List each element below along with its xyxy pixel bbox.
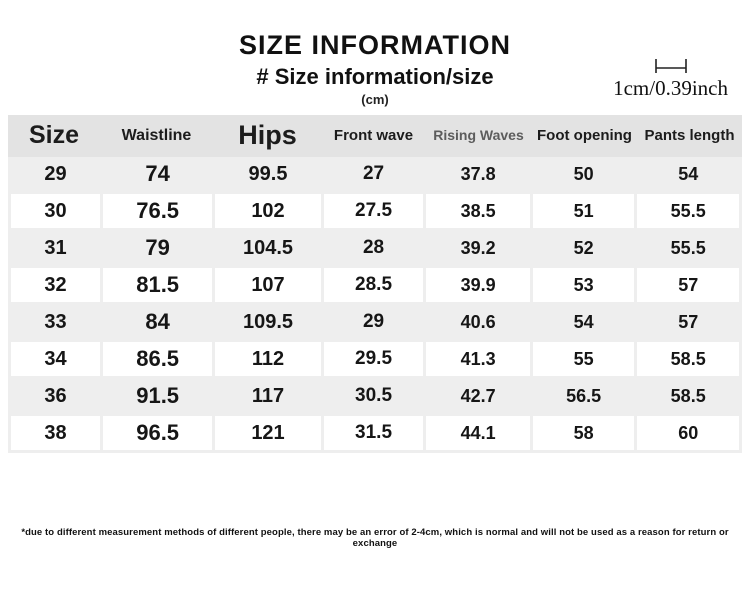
- table-cell: 51: [532, 194, 635, 228]
- table-cell: 58.5: [637, 342, 739, 376]
- table-cell: 36: [11, 379, 100, 413]
- table-cell: 55: [532, 342, 635, 376]
- table-cell: 29: [323, 305, 424, 339]
- ruler-scale-icon: [654, 59, 687, 73]
- disclaimer-footnote: *due to different measurement methods of…: [21, 527, 729, 549]
- table-cell: 28: [323, 231, 424, 265]
- table-cell: 102: [215, 194, 321, 228]
- column-header-rising-waves: Rising Waves: [433, 127, 524, 144]
- table-cell: 34: [11, 342, 100, 376]
- ruler-legend: 1cm/0.39inch: [613, 58, 728, 101]
- table-cell: 54: [532, 305, 635, 339]
- table-cell: 29.5: [323, 342, 424, 376]
- table-cell: 38.5: [426, 194, 530, 228]
- column-header-waistline: Waistline: [121, 127, 192, 145]
- table-cell: 31: [11, 231, 100, 265]
- table-cell: 84: [102, 305, 213, 339]
- table-cell: 91.5: [102, 379, 213, 413]
- column-header-front-wave: Front wave: [333, 126, 414, 144]
- table-cell: 27: [323, 157, 424, 191]
- unit-label: (cm): [361, 92, 389, 107]
- table-cell: 109.5: [215, 305, 321, 339]
- title-block: SIZE INFORMATION # Size information/size…: [0, 0, 750, 107]
- table-cell: 57: [637, 268, 739, 302]
- size-table: Size Waistline Hips Front wave Rising Wa…: [8, 115, 742, 453]
- table-cell: 40.6: [426, 305, 530, 339]
- table-cell: 30.5: [323, 379, 424, 413]
- table-cell: 31.5: [323, 416, 424, 450]
- page-title: SIZE INFORMATION: [239, 30, 511, 60]
- size-table-body: 29 74 99.5 27 37.8 50 54 30 76.5 102 27.5 38.5 51 55.…: [8, 157, 742, 450]
- table-cell: 50: [532, 157, 635, 191]
- table-cell: 28.5: [323, 268, 424, 302]
- table-cell: 38: [11, 416, 100, 450]
- table-cell: 107: [215, 268, 321, 302]
- table-cell: 39.9: [426, 268, 530, 302]
- table-cell: 58.5: [637, 379, 739, 413]
- table-cell: 30: [11, 194, 100, 228]
- table-cell: 42.7: [426, 379, 530, 413]
- size-table-header: Size Waistline Hips Front wave Rising Wa…: [8, 115, 742, 157]
- table-cell: 81.5: [102, 268, 213, 302]
- table-cell: 39.2: [426, 231, 530, 265]
- table-cell: 121: [215, 416, 321, 450]
- table-cell: 33: [11, 305, 100, 339]
- table-cell: 44.1: [426, 416, 530, 450]
- ruler-scale-label: 1cm/0.39inch: [613, 76, 728, 100]
- table-cell: 112: [215, 342, 321, 376]
- table-cell: 55.5: [637, 231, 739, 265]
- page-subtitle: # Size information/size: [256, 64, 494, 89]
- table-cell: 96.5: [102, 416, 213, 450]
- table-cell: 99.5: [215, 157, 321, 191]
- table-cell: 74: [102, 157, 213, 191]
- table-cell: 58: [532, 416, 635, 450]
- table-cell: 54: [637, 157, 739, 191]
- table-cell: 79: [102, 231, 213, 265]
- table-cell: 86.5: [102, 342, 213, 376]
- table-cell: 60: [637, 416, 739, 450]
- table-cell: 56.5: [532, 379, 635, 413]
- column-header-pants-length: Pants length: [644, 126, 735, 144]
- table-cell: 53: [532, 268, 635, 302]
- table-cell: 117: [215, 379, 321, 413]
- table-cell: 76.5: [102, 194, 213, 228]
- column-header-foot-opening: Foot opening: [537, 126, 632, 144]
- table-cell: 27.5: [323, 194, 424, 228]
- table-cell: 29: [11, 157, 100, 191]
- table-cell: 57: [637, 305, 739, 339]
- column-header-size: Size: [28, 121, 80, 150]
- table-cell: 52: [532, 231, 635, 265]
- table-cell: 41.3: [426, 342, 530, 376]
- table-cell: 55.5: [637, 194, 739, 228]
- table-cell: 32: [11, 268, 100, 302]
- table-cell: 37.8: [426, 157, 530, 191]
- table-cell: 104.5: [215, 231, 321, 265]
- column-header-hips: Hips: [238, 120, 297, 151]
